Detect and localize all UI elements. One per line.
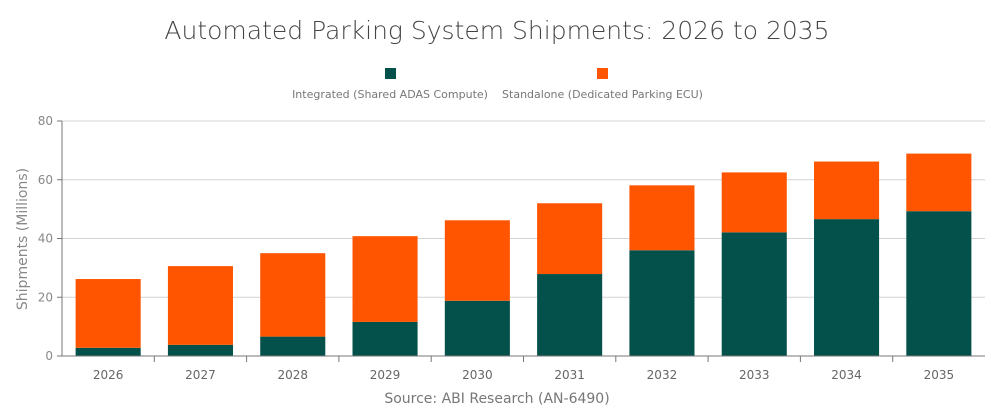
legend-swatch-standalone bbox=[597, 68, 608, 79]
bar-standalone-2033 bbox=[721, 172, 787, 233]
chart-title: Automated Parking System Shipments: 2026… bbox=[164, 16, 830, 45]
y-tick-label: 80 bbox=[38, 114, 53, 128]
bar-integrated-2028 bbox=[260, 336, 326, 356]
bar-integrated-2026 bbox=[75, 347, 141, 356]
x-tick-label: 2033 bbox=[739, 368, 770, 382]
x-tick-label: 2031 bbox=[554, 368, 585, 382]
chart-source: Source: ABI Research (AN-6490) bbox=[384, 391, 610, 407]
legend-label-standalone: Standalone (Dedicated Parking ECU) bbox=[502, 88, 703, 101]
y-tick-label: 60 bbox=[38, 173, 53, 187]
x-tick-label: 2027 bbox=[185, 368, 216, 382]
bar-integrated-2032 bbox=[629, 250, 695, 356]
bar-standalone-2034 bbox=[814, 161, 880, 220]
x-tick-label: 2026 bbox=[93, 368, 124, 382]
bar-standalone-2030 bbox=[444, 220, 510, 301]
bar-integrated-2035 bbox=[906, 211, 972, 356]
bar-standalone-2029 bbox=[352, 236, 418, 322]
legend-swatch-integrated bbox=[384, 68, 396, 79]
y-axis-label: Shipments (Millions) bbox=[15, 168, 31, 310]
y-tick-label: 40 bbox=[38, 232, 53, 246]
legend-item-integrated[interactable]: Integrated (Shared ADAS Compute) bbox=[290, 68, 490, 101]
y-tick-label: 0 bbox=[45, 349, 53, 363]
bar-integrated-2033 bbox=[721, 232, 787, 356]
bar-standalone-2028 bbox=[260, 253, 326, 337]
y-tick-label: 20 bbox=[38, 290, 53, 304]
bar-standalone-2026 bbox=[75, 279, 141, 348]
x-tick-label: 2029 bbox=[370, 368, 401, 382]
x-tick-label: 2030 bbox=[462, 368, 493, 382]
bar-standalone-2035 bbox=[906, 153, 972, 212]
x-tick-label: 2035 bbox=[924, 368, 955, 382]
bar-standalone-2032 bbox=[629, 185, 695, 251]
legend-label-integrated: Integrated (Shared ADAS Compute) bbox=[292, 88, 488, 101]
legend-item-standalone[interactable]: Standalone (Dedicated Parking ECU) bbox=[495, 68, 710, 101]
x-tick-label: 2032 bbox=[647, 368, 678, 382]
bar-integrated-2029 bbox=[352, 321, 418, 356]
x-tick-label: 2034 bbox=[831, 368, 862, 382]
bar-standalone-2031 bbox=[537, 203, 603, 275]
bar-integrated-2031 bbox=[537, 274, 603, 356]
bar-integrated-2027 bbox=[167, 344, 233, 356]
bar-integrated-2034 bbox=[814, 219, 880, 356]
bar-standalone-2027 bbox=[167, 266, 233, 345]
bar-integrated-2030 bbox=[444, 300, 510, 356]
x-tick-label: 2028 bbox=[277, 368, 308, 382]
